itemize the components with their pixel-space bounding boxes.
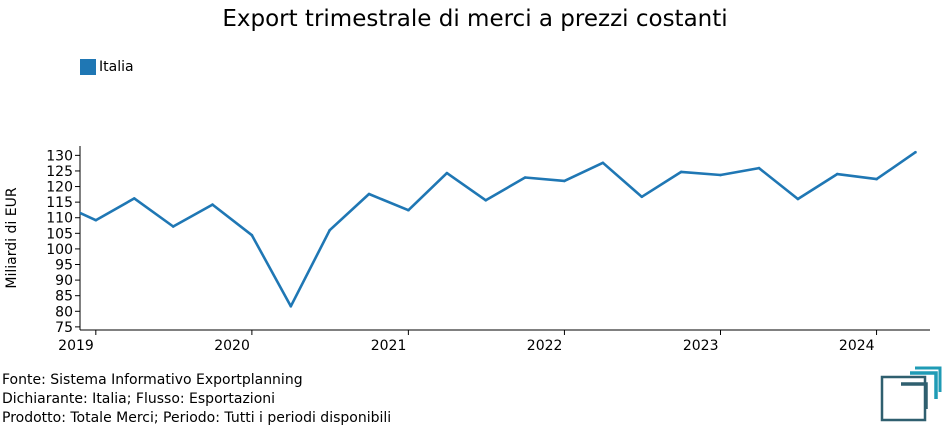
data-point [133, 197, 136, 200]
data-point [445, 171, 449, 175]
data-point [250, 233, 254, 237]
series-line-italia [80, 151, 917, 308]
y-tick-label: 90 [55, 273, 73, 289]
y-tick-label: 95 [55, 258, 73, 274]
y-tick-label: 80 [55, 304, 73, 320]
data-point [719, 173, 722, 177]
y-tick-label: 100 [46, 242, 73, 258]
x-tick-label: 2024 [839, 338, 875, 354]
data-point [211, 203, 214, 206]
y-tick-label: 85 [55, 289, 73, 305]
data-point [640, 195, 644, 199]
data-point [328, 228, 332, 232]
data-point [407, 208, 410, 212]
legend-swatch-italia [80, 59, 96, 75]
legend-label-italia: Italia [99, 59, 134, 75]
y-axis-label: Miliardi di EUR [4, 187, 20, 288]
data-point [796, 197, 800, 201]
data-point [914, 150, 917, 154]
chart-title: Export trimestrale di merci a prezzi cos… [222, 6, 728, 32]
x-tick-label: 2022 [527, 338, 563, 354]
x-axis: 2019 2020 2021 2022 2023 2024 [58, 329, 930, 354]
data-point [875, 177, 878, 181]
y-tick-label: 75 [55, 320, 73, 336]
data-point [367, 192, 371, 196]
data-point [601, 161, 605, 165]
data-point [484, 199, 488, 202]
data-point [523, 176, 527, 179]
data-point [94, 218, 98, 222]
x-tick-label: 2020 [214, 338, 250, 354]
footer-product: Prodotto: Totale Merci; Periodo: Tutti i… [2, 410, 392, 426]
x-tick-label: 2019 [58, 338, 94, 354]
y-tick-label: 105 [46, 226, 73, 242]
y-tick-label: 110 [46, 211, 73, 227]
y-tick-label: 130 [46, 148, 73, 164]
data-point [679, 170, 683, 174]
exportplanning-logo-icon [880, 366, 942, 422]
data-point [563, 179, 566, 183]
chart-footer: Fonte: Sistema Informativo Exportplannin… [2, 371, 391, 428]
x-tick-label: 2021 [371, 338, 407, 354]
x-tick-label: 2023 [683, 338, 719, 354]
data-point [757, 166, 761, 170]
data-point [289, 305, 293, 308]
data-point [171, 225, 175, 228]
series-layer [80, 150, 917, 308]
y-tick-label: 115 [46, 195, 73, 211]
y-tick-label: 125 [46, 164, 73, 180]
legend: Italia [80, 59, 134, 75]
y-tick-label: 120 [46, 180, 73, 196]
footer-declarant: Dichiarante: Italia; Flusso: Esportazion… [2, 391, 276, 407]
data-point [835, 172, 839, 176]
footer-source: Fonte: Sistema Informativo Exportplannin… [2, 372, 303, 388]
